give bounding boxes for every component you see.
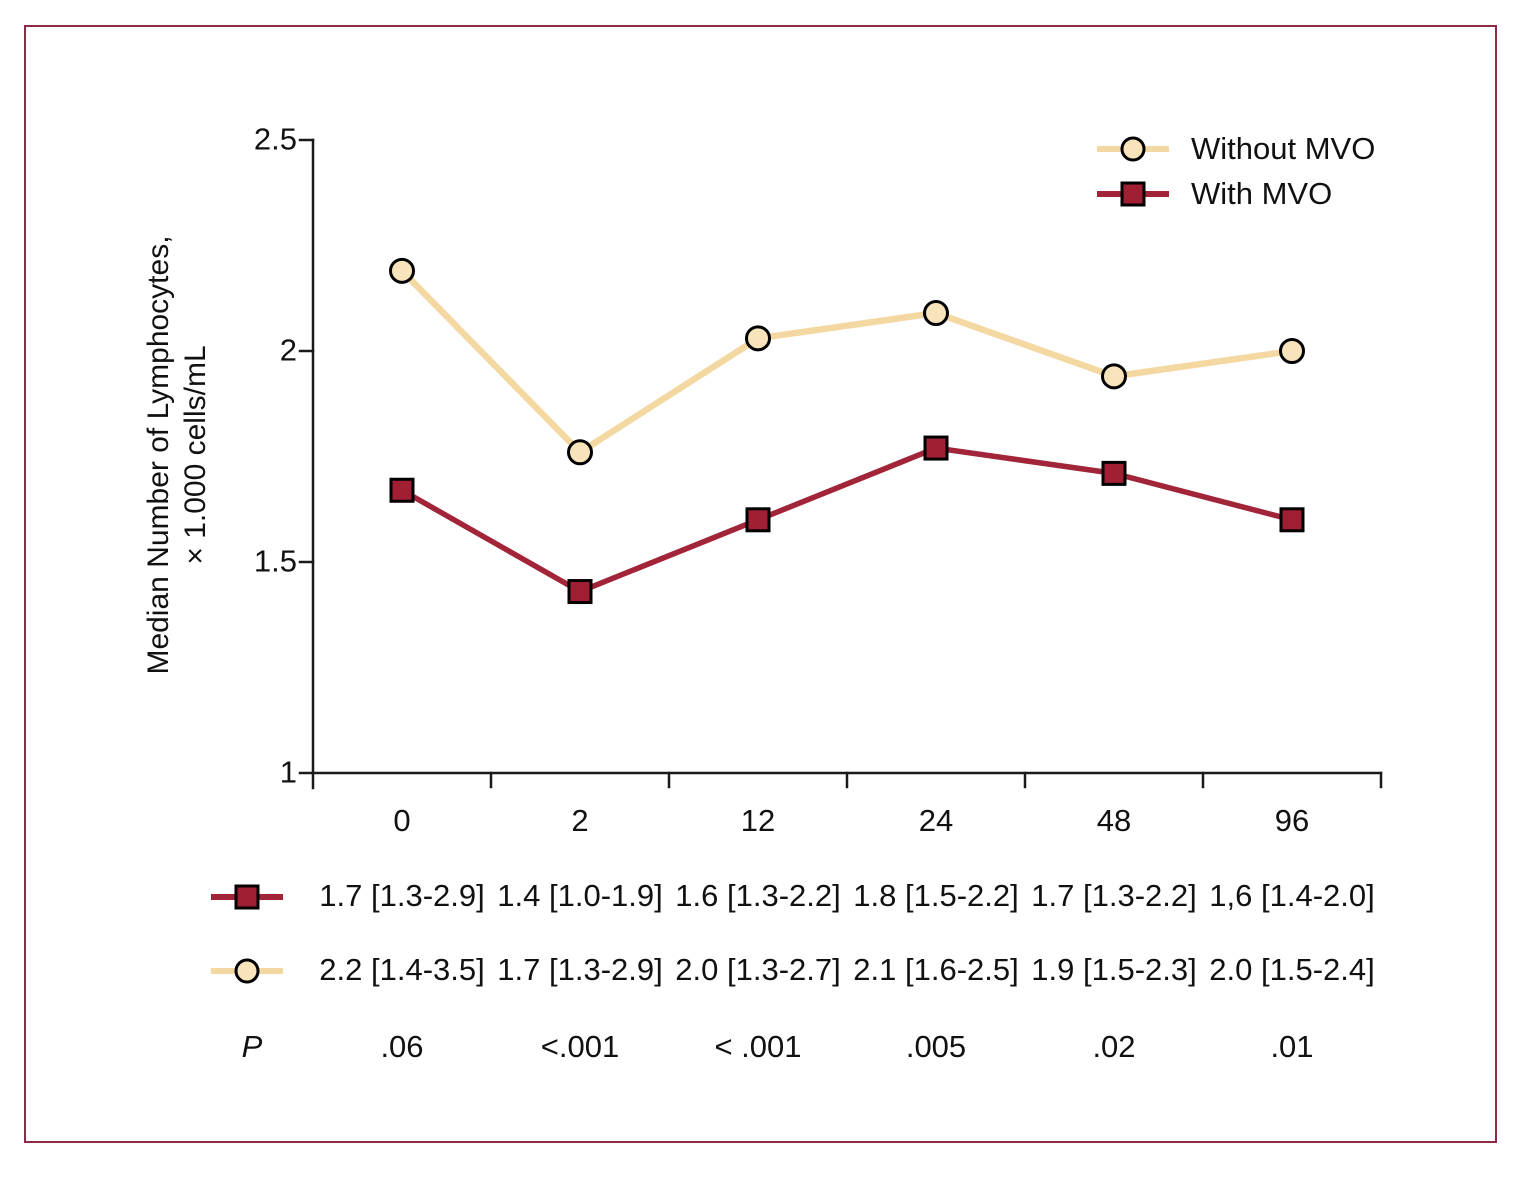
- data-point-without-mvo-24: [923, 300, 949, 327]
- without-mvo-value-12h: 2.0 [1.3-2.7]: [675, 952, 841, 987]
- without-mvo-value-0h: 2.2 [1.4-3.5]: [319, 952, 485, 987]
- with-mvo-value-24h: 1.8 [1.5-2.2]: [853, 878, 1019, 913]
- y-tick-label-2: 2: [279, 332, 297, 368]
- y-axis-title-line2: × 1.000 cells/mL: [179, 345, 212, 565]
- with-mvo-value-48h: 1.7 [1.3-2.2]: [1031, 878, 1197, 913]
- y-tick-label-1: 1: [279, 754, 297, 790]
- with-mvo-value-2h: 1.4 [1.0-1.9]: [497, 878, 663, 913]
- with-mvo-value-96h: 1,6 [1.4-2.0]: [1209, 878, 1375, 913]
- legend-item-without-mvo: Without MVO: [1097, 131, 1376, 166]
- square-marker-icon: [1097, 181, 1169, 207]
- p-value-48h: .02: [1092, 1029, 1136, 1064]
- series-line-with-mvo: [400, 445, 1293, 595]
- with-mvo-value-0h: 1.7 [1.3-2.9]: [319, 878, 485, 913]
- y-tick-label-2-5: 2.5: [253, 121, 297, 157]
- data-point-without-mvo-12: [745, 325, 771, 352]
- p-value-12h: < .001: [714, 1029, 802, 1064]
- series-line-without-mvo: [399, 268, 1293, 456]
- without-mvo-value-96h: 2.0 [1.5-2.4]: [1209, 952, 1375, 987]
- without-mvo-value-48h: 1.9 [1.5-2.3]: [1031, 952, 1197, 987]
- legend-label-without-mvo: Without MVO: [1191, 131, 1376, 166]
- legend: Without MVO With MVO: [1097, 131, 1376, 222]
- data-point-without-mvo-48: [1101, 363, 1127, 390]
- data-point-without-mvo-0: [389, 257, 415, 284]
- x-tick-label-12: 12: [740, 803, 776, 838]
- figure-border: [24, 25, 1497, 1143]
- x-tick-label-48: 48: [1096, 803, 1132, 838]
- data-point-with-mvo-0: [389, 477, 415, 503]
- p-row-label: P: [241, 1029, 263, 1064]
- circle-marker-icon: [211, 958, 283, 984]
- data-point-with-mvo-12: [745, 507, 771, 533]
- x-tick-label-0: 0: [393, 803, 411, 838]
- p-value-24h: .005: [905, 1029, 967, 1064]
- axes: [298, 138, 1383, 790]
- data-point-with-mvo-2: [567, 579, 593, 605]
- p-value-0h: .06: [380, 1029, 424, 1064]
- circle-marker-icon: [1097, 136, 1169, 162]
- without-mvo-value-2h: 1.7 [1.3-2.9]: [497, 952, 663, 987]
- x-tick-label-96: 96: [1274, 803, 1310, 838]
- without-mvo-value-24h: 2.1 [1.6-2.5]: [853, 952, 1019, 987]
- p-value-96h: .01: [1270, 1029, 1314, 1064]
- with-mvo-value-12h: 1.6 [1.3-2.2]: [675, 878, 841, 913]
- legend-item-with-mvo: With MVO: [1097, 176, 1375, 211]
- data-point-with-mvo-48: [1101, 460, 1127, 486]
- p-value-2h: <.001: [540, 1029, 620, 1064]
- data-point-with-mvo-96: [1279, 507, 1305, 533]
- y-axis-title: Median Number of Lymphocytes, × 1.000 ce…: [140, 175, 214, 735]
- x-tick-label-2: 2: [571, 803, 589, 838]
- square-marker-icon: [211, 884, 283, 910]
- legend-label-with-mvo: With MVO: [1191, 176, 1333, 211]
- data-point-without-mvo-96: [1279, 338, 1305, 364]
- y-tick-label-1-5: 1.5: [253, 543, 297, 579]
- data-point-with-mvo-24: [923, 435, 949, 461]
- y-axis-title-line1: Median Number of Lymphocytes,: [142, 235, 175, 675]
- x-tick-label-24: 24: [918, 803, 954, 838]
- data-point-without-mvo-2: [567, 439, 593, 466]
